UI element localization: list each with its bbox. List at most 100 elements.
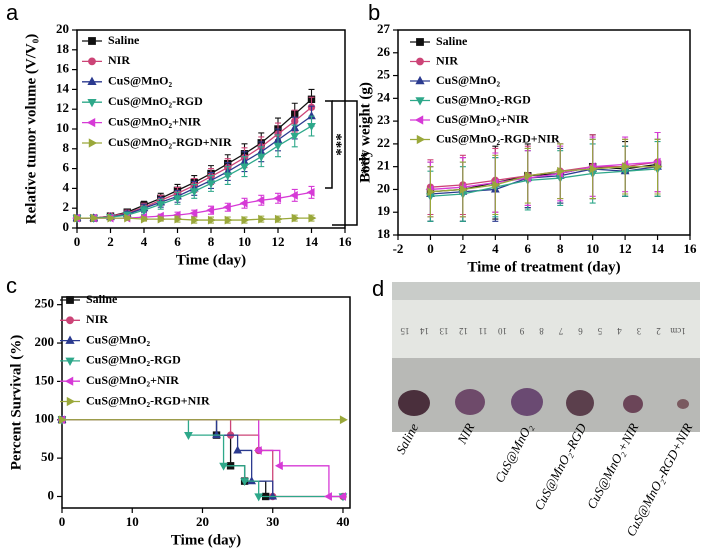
marker (173, 195, 182, 204)
x-tick-label: 4 (141, 234, 148, 249)
photo-labels: Saline NIR CuS@MnO₂CuS@MnO₂-RGDCuS@MnO₂+NI… (393, 420, 696, 539)
tumor (566, 390, 594, 416)
legend-label: CuS@MnO₂+NIR (86, 373, 179, 387)
marker (273, 142, 283, 151)
x-tick-label: -2 (393, 241, 404, 256)
x-tick-label: 16 (684, 241, 698, 256)
marker (189, 188, 199, 197)
legend-label: CuS@MnO₂+NIR (436, 112, 529, 126)
legend-label: Saline (108, 33, 140, 47)
series-line (430, 161, 658, 191)
marker (184, 432, 193, 440)
y-tick-label: 20 (377, 180, 390, 195)
legend-marker (415, 97, 425, 106)
marker (223, 172, 233, 181)
legend-label: CuS@MnO₂ (86, 332, 151, 346)
marker (459, 185, 468, 194)
tumor (398, 390, 430, 416)
y-axis-label: Relative tumor volume (V/V₀) (23, 34, 39, 224)
series-line (62, 419, 343, 498)
tumors (398, 388, 689, 416)
ruler-label: 8 (539, 326, 544, 336)
x-tick-label: 40 (336, 514, 349, 529)
marker (557, 166, 566, 176)
marker (124, 213, 133, 223)
photo-floor (392, 358, 700, 432)
x-tick-label: 16 (339, 234, 353, 249)
y-tick-label: 0 (63, 219, 70, 234)
plot-frame (397, 29, 691, 236)
legend-label: CuS@MnO₂ (436, 73, 501, 87)
annotation: *** (358, 152, 374, 175)
marker (239, 198, 248, 208)
y-axis-label: Body weight (g) (357, 82, 373, 183)
legend-marker (416, 57, 424, 66)
y-tick-label: 250 (35, 296, 55, 311)
y-tick-label: 10 (56, 120, 69, 135)
y-tick-label: 50 (41, 449, 54, 464)
legend-marker (415, 75, 425, 85)
ruler-label: 14 (420, 326, 430, 336)
series-line (430, 166, 658, 193)
marker (253, 446, 262, 455)
y-tick-label: 150 (35, 372, 55, 387)
ruler-label: 2 (656, 326, 661, 336)
ruler-label: 1cm (670, 326, 686, 336)
ruler-label: 5 (597, 326, 602, 336)
legend-marker (88, 57, 96, 66)
marker (233, 445, 242, 454)
y-tick-label: 16 (56, 61, 70, 76)
legend-marker (88, 37, 96, 45)
legend-marker (88, 138, 98, 148)
ruler-label: 9 (519, 326, 524, 336)
x-tick-label: 20 (196, 514, 209, 529)
marker (207, 215, 216, 225)
x-tick-label: 0 (74, 234, 81, 249)
marker (290, 132, 300, 141)
ruler-label: 3 (636, 326, 641, 336)
photo-label: CuS@MnO₂+NIR (584, 421, 642, 512)
marker (324, 492, 332, 501)
marker (308, 213, 317, 223)
legend-marker (87, 98, 97, 108)
photo-panel: d 15 14 13 12 11 10 9 8 7 6 5 4 3 2 1cm Saline NIR CuS@M… (372, 276, 700, 539)
legend-marker (416, 38, 424, 46)
legend-marker (66, 296, 74, 304)
marker (274, 461, 283, 471)
ruler-label: 10 (498, 326, 508, 336)
marker (291, 213, 300, 223)
x-tick-label: 10 (238, 234, 251, 249)
y-tick-label: 22 (377, 135, 390, 150)
panel-label: a (6, 0, 19, 25)
y-tick-label: 19 (377, 203, 391, 218)
significance-bracket (332, 100, 358, 226)
y-tick-label: 6 (63, 160, 70, 175)
marker (206, 180, 216, 189)
marker (524, 171, 533, 181)
panel-label: c (6, 273, 17, 298)
legend-marker (66, 396, 76, 407)
legend-marker (64, 376, 74, 386)
marker (139, 207, 149, 216)
marker (256, 153, 266, 162)
marker (589, 164, 598, 174)
x-tick-label: 8 (557, 241, 564, 256)
ruler-label: 6 (578, 326, 583, 336)
marker (58, 415, 67, 425)
significance-bracket (325, 100, 333, 189)
y-tick-label: 0 (48, 487, 55, 502)
x-tick-label: 12 (272, 234, 285, 249)
marker (258, 214, 267, 224)
legend-label: Saline (436, 34, 468, 48)
x-tick-label: 8 (208, 234, 215, 249)
y-tick-label: 2 (63, 199, 70, 214)
marker (622, 162, 630, 172)
series-line (62, 419, 267, 497)
marker (256, 195, 265, 205)
y-tick-label: 14 (56, 80, 70, 95)
marker (273, 193, 282, 203)
y-tick-label: 8 (63, 140, 70, 155)
series-line (62, 419, 343, 498)
panel-label: d (372, 276, 384, 301)
marker (224, 215, 233, 225)
